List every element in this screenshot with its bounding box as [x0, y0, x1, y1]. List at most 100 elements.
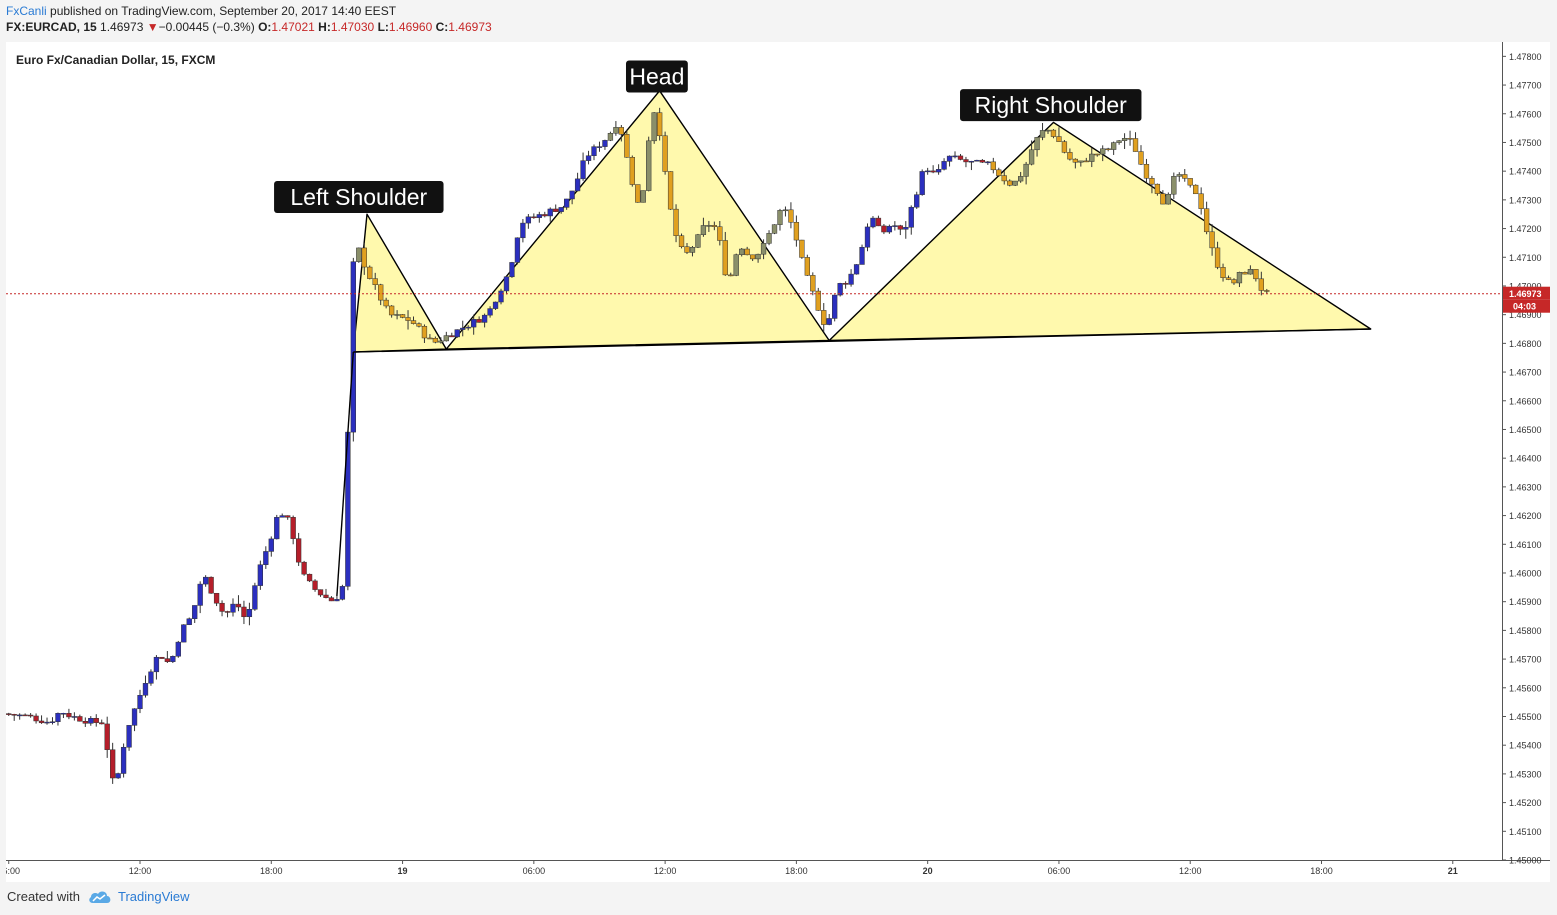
candle-down [1198, 193, 1204, 209]
candle-up [569, 190, 575, 200]
candle-up [1078, 160, 1084, 163]
candle-down [22, 714, 28, 717]
x-tick-label: 06:00 [6, 866, 20, 876]
candle-down [410, 320, 417, 324]
candle-up [257, 564, 263, 586]
head-triangle [445, 90, 830, 350]
candle-down [1209, 231, 1215, 249]
candle-up [651, 112, 657, 142]
candle-down [312, 580, 318, 590]
candle-down [224, 611, 231, 613]
candle-up [181, 624, 187, 643]
candle-down [1187, 178, 1193, 186]
candle-up [1176, 174, 1182, 177]
candle-down [656, 112, 663, 137]
candle-up [1018, 176, 1024, 182]
candle-down [405, 317, 411, 321]
candle-up [186, 618, 192, 625]
candle-up [44, 721, 50, 724]
candle-up [1039, 130, 1046, 138]
candle-down [317, 589, 324, 596]
y-tick-label: 1.46600 [1509, 396, 1542, 406]
candle-down [427, 337, 433, 340]
candle-down [821, 310, 827, 325]
time-axis [6, 860, 1550, 882]
candle-down [875, 217, 882, 227]
candle-down [1203, 208, 1210, 233]
candle-down [1154, 183, 1161, 194]
candle-up [1045, 129, 1051, 132]
author-link[interactable]: FxCanli [6, 4, 47, 18]
x-tick-label: 18:00 [260, 866, 283, 876]
last-price-tag-label: 1.46973 [1509, 289, 1542, 299]
candle-down [11, 714, 17, 716]
candle-up [613, 127, 619, 134]
candle-up [864, 226, 871, 248]
candle-down [1007, 180, 1013, 186]
candle-down [476, 319, 482, 323]
candle-up [974, 159, 980, 162]
candle-down [383, 299, 389, 307]
candle-up [142, 683, 149, 696]
open-label: O: [258, 20, 272, 34]
candle-up [443, 335, 449, 342]
y-tick-label: 1.45000 [1509, 856, 1542, 866]
price-chart[interactable]: Euro Fx/Canadian Dollar, 15, FXCM 1.47800… [6, 42, 1551, 882]
candle-down [728, 274, 734, 277]
y-tick-label: 1.47000 [1509, 281, 1542, 291]
candle-down [1220, 267, 1226, 278]
candle-down [295, 538, 302, 563]
candle-down [957, 155, 964, 160]
y-tick-label: 1.46200 [1509, 511, 1542, 521]
candle-up [1165, 193, 1171, 205]
candle-down [99, 722, 105, 725]
candle-up [1116, 140, 1122, 143]
candle-up [919, 171, 925, 195]
candle-up [126, 725, 132, 748]
candle-down [531, 216, 537, 219]
candle-up [689, 247, 696, 253]
left-shoulder-label: Left Shoulder [274, 180, 444, 213]
tradingview-link[interactable]: TradingView [88, 889, 190, 904]
candle-up [832, 294, 838, 319]
candle-up [60, 713, 67, 715]
last-price-tag [1503, 286, 1550, 300]
candle-up [525, 216, 532, 224]
candle-up [782, 209, 789, 212]
candle-down [717, 226, 723, 241]
candle-down [241, 606, 247, 618]
candle-down [815, 290, 821, 311]
candle-down [810, 275, 816, 292]
candle-down [1061, 141, 1068, 153]
candle-up [859, 246, 865, 265]
candle-down [1149, 178, 1155, 185]
candle-up [334, 599, 340, 602]
y-tick-label: 1.47200 [1509, 224, 1542, 234]
candle-down [27, 714, 34, 717]
candle-down [1242, 272, 1248, 275]
candle-down [553, 208, 559, 212]
candle-up [700, 225, 707, 235]
candle-up [766, 233, 772, 244]
candle-up [739, 248, 745, 255]
y-tick-label: 1.45800 [1509, 626, 1542, 636]
candle-up [908, 206, 914, 228]
down-arrow-icon: ▼ [146, 20, 159, 34]
y-tick-label: 1.47300 [1509, 195, 1542, 205]
candle-up [1028, 149, 1035, 165]
candle-up [985, 161, 991, 164]
y-tick-label: 1.46800 [1509, 339, 1542, 349]
candle-down [930, 170, 936, 173]
candle-up [492, 301, 499, 309]
candle-up [771, 224, 778, 234]
candle-up [574, 178, 581, 192]
candle-down [66, 713, 72, 718]
candle-down [667, 171, 674, 210]
candle-down [1214, 247, 1221, 268]
candle-up [925, 170, 931, 173]
candle-up [1236, 272, 1243, 284]
candle-up [1100, 148, 1106, 155]
candle-up [394, 314, 400, 316]
high-label: H: [318, 20, 331, 34]
y-tick-label: 1.45300 [1509, 769, 1542, 779]
